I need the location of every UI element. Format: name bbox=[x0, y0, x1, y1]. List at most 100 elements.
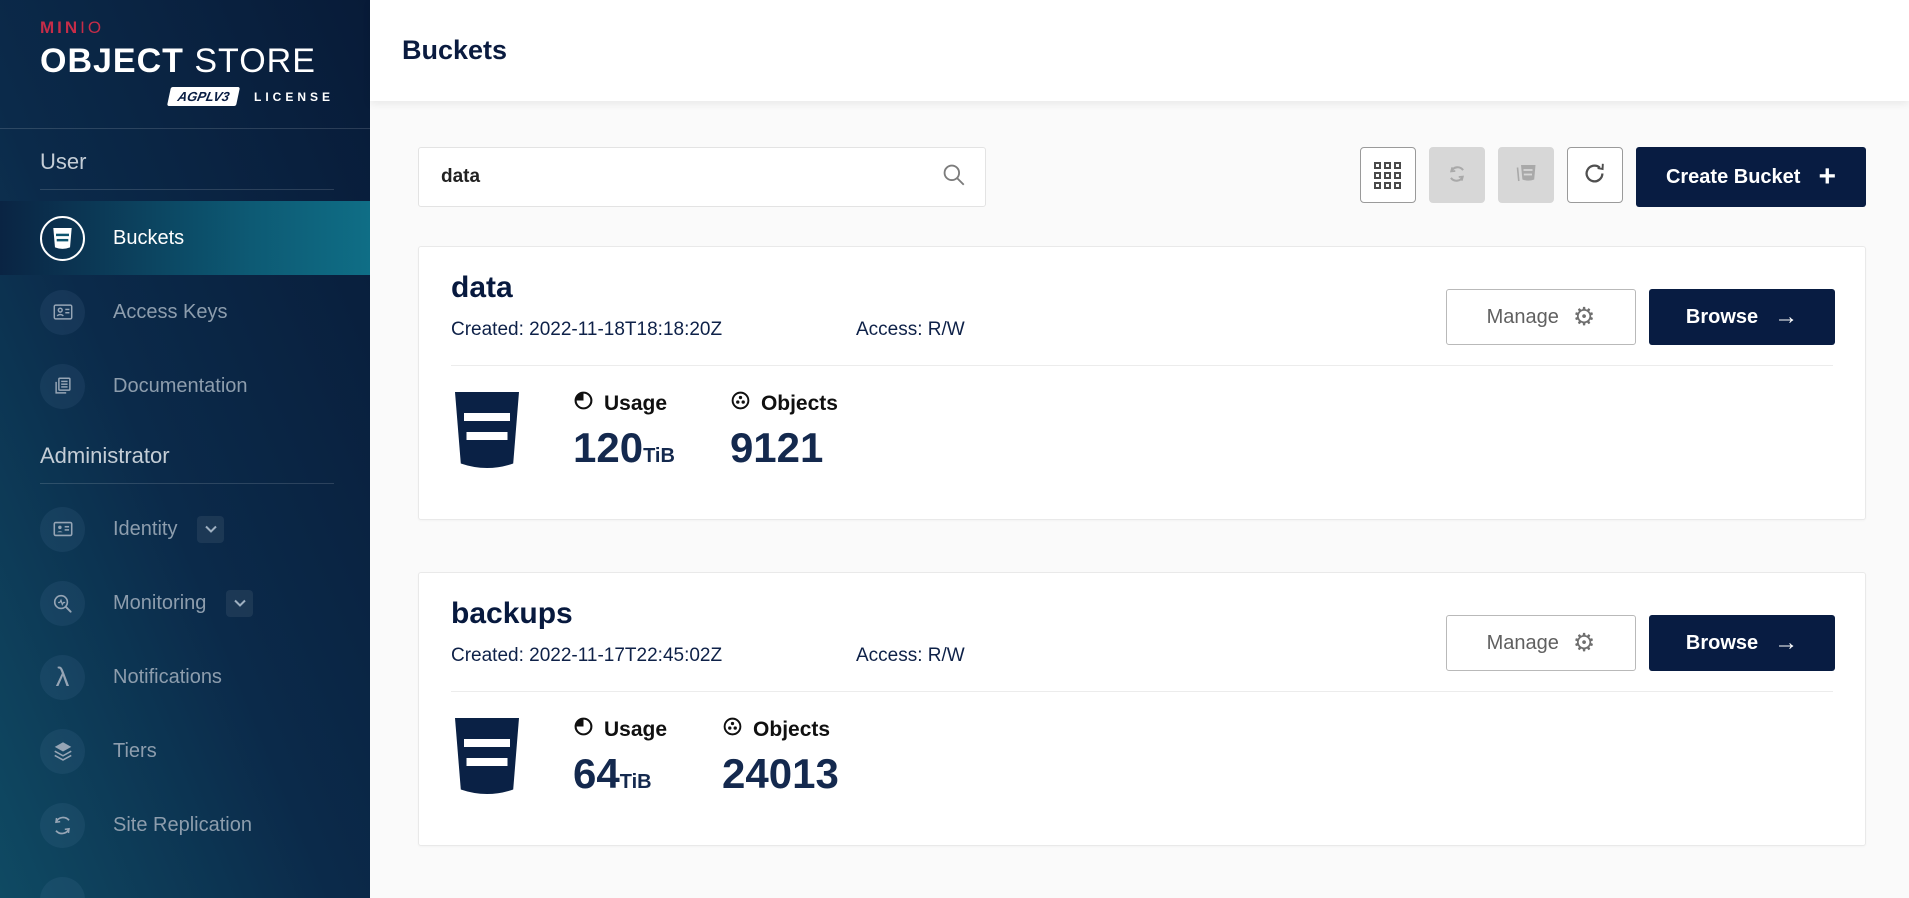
card-head: backups Created: 2022-11-17T22:45:02Z Ac… bbox=[419, 573, 1865, 671]
sidebar-item-site-replication[interactable]: Site Replication bbox=[0, 788, 370, 862]
sidebar-item-partial[interactable] bbox=[0, 862, 370, 898]
card-actions: Manage ⚙ Browse → bbox=[1446, 615, 1835, 671]
bucket-meta: Created: 2022-11-17T22:45:02Z Access: R/… bbox=[451, 645, 965, 667]
card-stats: Usage 120TiB Objects 9121 bbox=[419, 366, 1865, 519]
sidebar-item-access-keys[interactable]: Access Keys bbox=[0, 275, 370, 349]
object-store-light: STORE bbox=[183, 42, 316, 80]
sidebar-item-notifications[interactable]: λ Notifications bbox=[0, 640, 370, 714]
bucket-info: backups Created: 2022-11-17T22:45:02Z Ac… bbox=[451, 597, 965, 667]
browse-button[interactable]: Browse → bbox=[1649, 289, 1835, 345]
browse-label: Browse bbox=[1685, 305, 1759, 328]
sidebar-item-label: Identity bbox=[113, 517, 178, 540]
agpl-badge: AGPLV3 bbox=[166, 87, 241, 106]
minio-wordmark-light: IO bbox=[80, 18, 105, 37]
card-head: data Created: 2022-11-18T18:18:20Z Acces… bbox=[419, 247, 1865, 345]
bucket-glyph-icon bbox=[451, 716, 523, 803]
manage-button[interactable]: Manage ⚙ bbox=[1446, 615, 1636, 671]
minio-wordmark: MINIO bbox=[40, 18, 334, 38]
objects-value: 24013 bbox=[722, 750, 839, 797]
document-icon bbox=[40, 363, 85, 409]
controls-row: Create Bucket + bbox=[418, 147, 1866, 207]
manage-label: Manage bbox=[1486, 305, 1559, 328]
objects-label-row: Objects bbox=[730, 390, 838, 417]
chevron-down-icon[interactable] bbox=[226, 589, 254, 617]
card-stats: Usage 64TiB Objects 24013 bbox=[419, 692, 1865, 845]
objects-icon bbox=[722, 716, 743, 743]
license-label: LICENSE bbox=[253, 89, 334, 104]
license-row: AGPLV3 LICENSE bbox=[40, 87, 334, 106]
usage-number: 120 bbox=[573, 424, 644, 471]
sidebar-item-monitoring[interactable]: Monitoring bbox=[0, 566, 370, 640]
sidebar-item-label: Notifications bbox=[113, 665, 222, 688]
set-replication-button-disabled[interactable] bbox=[1428, 147, 1485, 203]
gear-icon: ⚙ bbox=[1572, 628, 1596, 657]
content-area: Create Bucket + data Created: 2022-11-18… bbox=[370, 101, 1909, 898]
identity-card-icon bbox=[40, 506, 85, 552]
usage-stat: Usage 120TiB bbox=[573, 390, 675, 469]
sidebar-item-label: Access Keys bbox=[113, 300, 228, 323]
sidebar: MINIO OBJECT STORE AGPLV3 LICENSE User B… bbox=[0, 0, 370, 898]
refresh-button[interactable] bbox=[1566, 147, 1623, 203]
search-box bbox=[418, 147, 986, 207]
arrow-right-icon: → bbox=[1774, 303, 1799, 330]
create-bucket-button[interactable]: Create Bucket + bbox=[1635, 147, 1866, 207]
sidebar-item-tiers[interactable]: Tiers bbox=[0, 714, 370, 788]
card-divider bbox=[451, 691, 1833, 692]
sidebar-item-identity[interactable]: Identity bbox=[0, 492, 370, 566]
create-bucket-label: Create Bucket bbox=[1665, 165, 1801, 188]
refresh-icon bbox=[1581, 160, 1608, 190]
minio-wordmark-bold: MIN bbox=[40, 18, 81, 37]
manage-label: Manage bbox=[1486, 631, 1559, 654]
gear-icon: ⚙ bbox=[1572, 302, 1596, 331]
usage-pie-icon bbox=[573, 716, 594, 743]
lambda-glyph: λ bbox=[55, 661, 70, 692]
card-actions: Manage ⚙ Browse → bbox=[1446, 289, 1835, 345]
main-area: Buckets bbox=[370, 0, 1909, 898]
minio-logo: MINIO OBJECT STORE AGPLV3 LICENSE bbox=[0, 0, 370, 129]
bucket-meta: Created: 2022-11-18T18:18:20Z Access: R/… bbox=[451, 319, 965, 341]
search-icon bbox=[941, 162, 967, 193]
sidebar-section-user: User bbox=[40, 149, 334, 190]
browse-button[interactable]: Browse → bbox=[1649, 615, 1835, 671]
sidebar-item-buckets[interactable]: Buckets bbox=[0, 201, 370, 275]
objects-icon bbox=[730, 390, 751, 417]
objects-value: 9121 bbox=[729, 424, 824, 471]
sidebar-item-label: Tiers bbox=[113, 739, 157, 762]
manage-button[interactable]: Manage ⚙ bbox=[1446, 289, 1636, 345]
usage-value: 64TiB bbox=[573, 753, 667, 795]
arrow-right-icon: → bbox=[1774, 629, 1799, 656]
object-store-bold: OBJECT bbox=[40, 42, 184, 80]
chevron-down-icon[interactable] bbox=[197, 515, 225, 543]
card-divider bbox=[451, 365, 1833, 366]
bucket-icon bbox=[40, 215, 85, 261]
sidebar-section-administrator: Administrator bbox=[40, 443, 334, 484]
usage-unit: TiB bbox=[643, 445, 675, 467]
replication-icon bbox=[40, 802, 85, 848]
bucket-created: Created: 2022-11-18T18:18:20Z bbox=[451, 319, 723, 340]
sidebar-item-label: Documentation bbox=[113, 374, 248, 397]
grid-view-icon bbox=[1374, 161, 1402, 189]
objects-label-row: Objects bbox=[722, 716, 839, 743]
usage-unit: TiB bbox=[619, 771, 652, 793]
usage-stat: Usage 64TiB bbox=[573, 716, 667, 795]
sync-icon bbox=[1444, 161, 1470, 190]
plus-icon: + bbox=[1818, 160, 1836, 193]
bucket-name: data bbox=[451, 271, 513, 304]
lambda-icon: λ bbox=[40, 654, 85, 700]
tiers-icon bbox=[40, 728, 85, 774]
usage-label-row: Usage bbox=[573, 716, 667, 743]
list-view-toggle-button[interactable] bbox=[1359, 147, 1416, 203]
bucket-access: Access: R/W bbox=[856, 645, 965, 666]
page-header: Buckets bbox=[370, 0, 1909, 101]
usage-label-row: Usage bbox=[573, 390, 675, 417]
usage-label: Usage bbox=[604, 717, 668, 741]
delete-bucket-icon bbox=[1513, 161, 1539, 190]
page-title: Buckets bbox=[402, 35, 508, 65]
search-input[interactable] bbox=[441, 166, 941, 188]
usage-number: 64 bbox=[573, 750, 620, 797]
monitoring-icon bbox=[40, 580, 85, 626]
sidebar-item-documentation[interactable]: Documentation bbox=[0, 349, 370, 423]
delete-buckets-button-disabled[interactable] bbox=[1497, 147, 1554, 203]
objects-label: Objects bbox=[760, 391, 838, 415]
bucket-info: data Created: 2022-11-18T18:18:20Z Acces… bbox=[451, 271, 965, 341]
